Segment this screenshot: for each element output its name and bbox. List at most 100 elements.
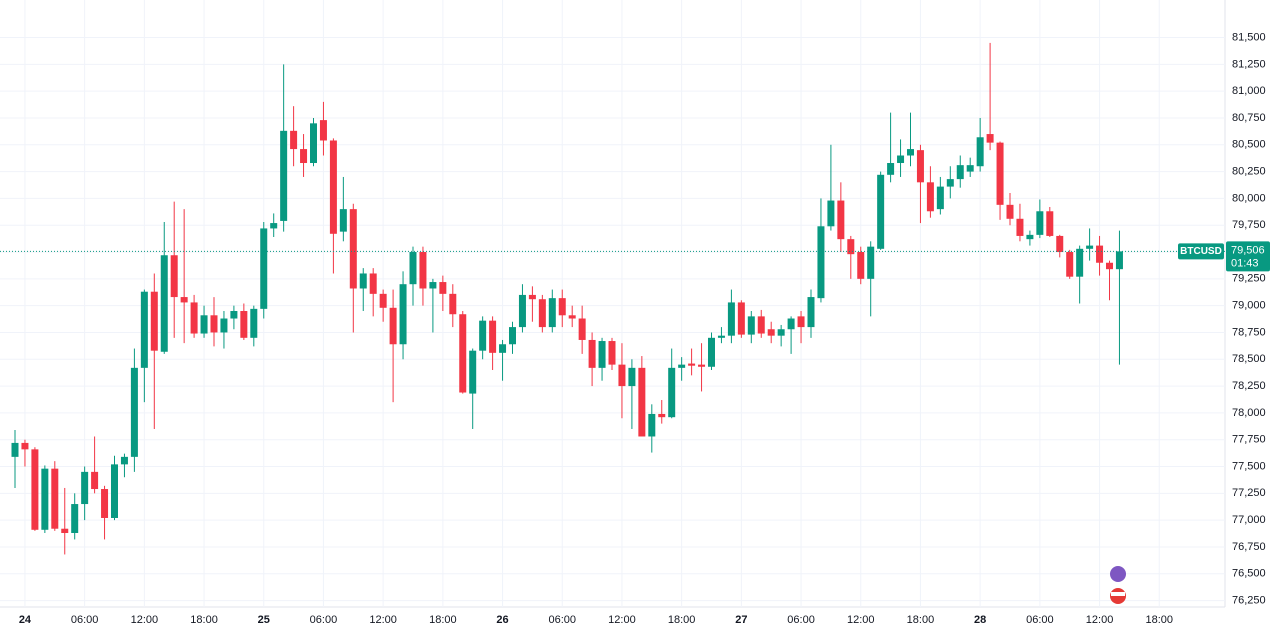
candle-body [160,255,168,352]
y-tick-label: 77,500 [1232,460,1266,472]
candle-body [608,341,616,365]
candle-body [698,364,706,367]
y-tick-label: 80,000 [1232,192,1266,204]
candle-body [260,228,268,309]
candle-body [399,284,407,345]
y-tick-label: 78,250 [1232,380,1266,392]
candle-body [887,163,895,175]
candle-body [230,311,238,319]
candle-body [11,442,19,457]
candle-body [956,165,964,180]
candle-body [897,155,905,164]
y-tick-label: 80,250 [1232,165,1266,177]
x-tick-label: 18:00 [429,614,457,626]
candle-body [71,504,79,534]
candle-body [339,209,347,232]
candle-body [558,298,566,316]
x-tick-label: 26 [496,614,508,626]
candle-body [130,367,138,457]
candle-body [359,273,367,289]
candle-body [1036,211,1044,235]
candle-body [1086,245,1094,249]
candle-body [747,316,755,335]
y-tick-label: 79,000 [1232,300,1266,312]
candle-body [459,314,467,393]
candle-body [936,186,944,210]
x-tick-label: 06:00 [71,614,99,626]
event-icon[interactable] [1110,566,1126,582]
x-tick-label: 06:00 [548,614,576,626]
y-tick-label: 76,250 [1232,594,1266,606]
candle-body [81,471,89,505]
candle-body [469,350,477,394]
candle-body [479,320,487,351]
candle-body [319,120,327,141]
candle-body [638,367,646,437]
candle-body [111,464,118,518]
x-tick-label: 06:00 [310,614,338,626]
candle-body [91,471,99,490]
x-tick-label: 12:00 [608,614,636,626]
candle-body [250,308,258,338]
candle-body [966,165,974,172]
candle-body [409,252,417,285]
candle-body [41,468,49,530]
candle-body [310,123,317,164]
candle-body [280,130,288,221]
symbol-tag [1178,243,1224,260]
candle-body [518,294,526,328]
candle-body [499,344,507,353]
candle-body [31,449,39,530]
x-tick-label: 12:00 [847,614,875,626]
candle-body [648,413,656,437]
y-tick-label: 80,500 [1232,139,1266,151]
y-tick-label: 81,000 [1232,85,1266,97]
x-tick-label: 24 [19,614,32,626]
y-tick-label: 78,500 [1232,353,1266,365]
x-tick-label: 06:00 [1026,614,1054,626]
candle-body [926,182,934,212]
candle-body [717,335,725,338]
x-tick-label: 12:00 [1086,614,1114,626]
candle-body [1106,262,1113,270]
candle-body [1046,211,1054,236]
y-tick-label: 81,500 [1232,31,1266,43]
candle-body [688,363,696,366]
x-tick-label: 18:00 [190,614,218,626]
y-tick-label: 79,250 [1232,273,1266,285]
price-tag [1226,241,1270,272]
candle-body [379,293,387,308]
candle-body [777,329,785,336]
candle-body [270,223,278,229]
x-tick-label: 27 [735,614,747,626]
candle-body [598,341,606,368]
y-tick-label: 77,000 [1232,514,1266,526]
grid [0,0,1225,607]
candle-body [1066,252,1074,277]
candle-body [996,142,1004,205]
x-tick-label: 12:00 [131,614,159,626]
candle-body [1026,234,1034,240]
candle-body [847,239,855,255]
candle-body [290,130,298,150]
candle-body [538,299,546,328]
candle-body [787,318,795,330]
candle-body [668,367,676,418]
candle-body [190,302,198,334]
candle-body [369,273,377,294]
x-tick-label: 12:00 [369,614,397,626]
candle-body [916,150,924,183]
candle-body [837,200,845,240]
y-tick-label: 77,750 [1232,434,1266,446]
candle-body [1076,248,1084,277]
candle-body [807,297,815,328]
candle-body [827,200,835,227]
candle-body [61,528,69,534]
candle-body [180,297,188,303]
countdown-label: 01:43 [1231,257,1259,269]
candle-body [200,315,208,334]
y-tick-label: 81,250 [1232,58,1266,70]
candle-body [757,316,765,334]
candle-body [857,252,865,279]
